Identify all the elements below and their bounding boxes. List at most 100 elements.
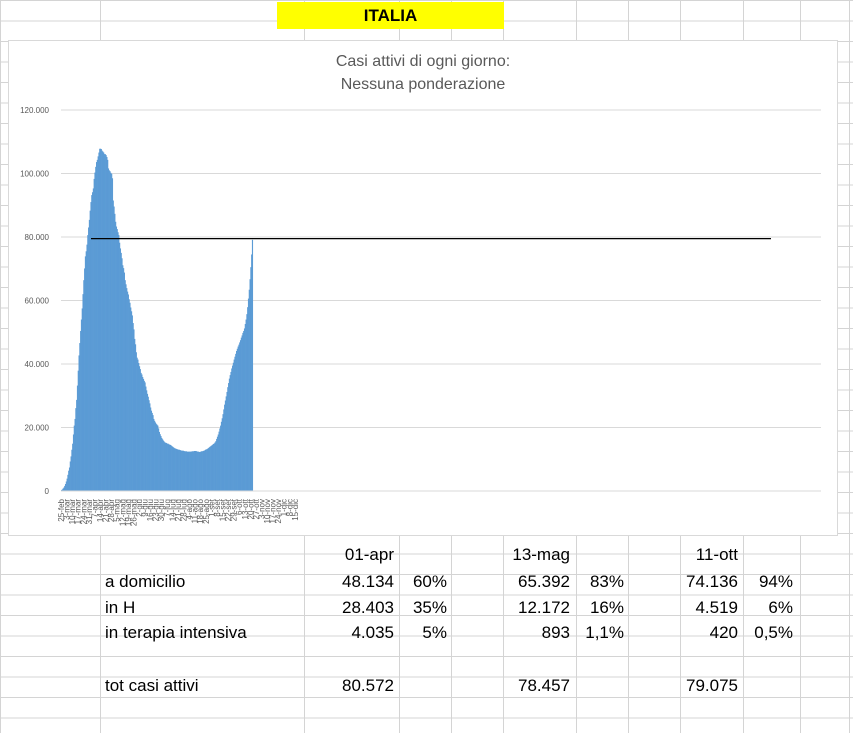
bar bbox=[148, 400, 150, 491]
bar bbox=[170, 445, 172, 491]
cell-percent[interactable]: 16% bbox=[589, 598, 624, 617]
bar bbox=[191, 451, 193, 491]
bar bbox=[80, 330, 82, 491]
bar bbox=[223, 409, 225, 491]
bar bbox=[205, 449, 207, 491]
row-label-total[interactable]: tot casi attivi bbox=[105, 676, 199, 695]
x-tick-label: 24-mar bbox=[79, 499, 88, 525]
bar bbox=[193, 451, 195, 491]
total-value[interactable]: 79.075 bbox=[686, 676, 738, 695]
bar bbox=[100, 149, 102, 491]
bar bbox=[90, 202, 92, 491]
x-tick-label: 10-nov bbox=[263, 499, 272, 523]
x-tick-label: 10-mar bbox=[68, 499, 77, 525]
bar bbox=[247, 307, 249, 491]
bar bbox=[76, 385, 79, 491]
cell-value[interactable]: 65.392 bbox=[518, 572, 570, 591]
bar bbox=[165, 442, 167, 491]
bar bbox=[183, 450, 185, 491]
bar bbox=[117, 232, 119, 492]
bar bbox=[149, 403, 151, 491]
bar bbox=[251, 254, 253, 491]
total-value[interactable]: 78.457 bbox=[518, 676, 570, 695]
cell-value[interactable]: 28.403 bbox=[342, 598, 394, 617]
cell-percent[interactable]: 6% bbox=[768, 598, 793, 617]
x-tick-label: 7-lug bbox=[163, 499, 172, 517]
bar bbox=[210, 445, 212, 491]
x-tick-label: 12-mag bbox=[118, 499, 127, 526]
bar bbox=[227, 387, 229, 491]
bar bbox=[115, 221, 117, 491]
bar bbox=[212, 444, 214, 491]
row-label-domicilio[interactable]: a domicilio bbox=[105, 572, 186, 591]
col-date-1[interactable]: 01-apr bbox=[344, 545, 394, 564]
x-tick-label: 29-set bbox=[230, 498, 239, 521]
bar bbox=[103, 152, 105, 492]
bar bbox=[243, 328, 246, 491]
bar bbox=[154, 422, 157, 491]
cell-percent[interactable]: 1,1% bbox=[585, 623, 624, 642]
cell-percent[interactable]: 60% bbox=[412, 572, 447, 591]
cell-value[interactable]: 4.519 bbox=[695, 598, 738, 617]
bar bbox=[127, 294, 129, 491]
bar bbox=[124, 280, 126, 491]
chart-area[interactable]: Casi attivi di ogni giorno: Nessuna pond… bbox=[8, 40, 838, 536]
bar bbox=[230, 371, 232, 491]
bar bbox=[68, 467, 71, 491]
cell-value[interactable]: 74.136 bbox=[686, 572, 738, 591]
col-date-3[interactable]: 11-ott bbox=[695, 545, 738, 564]
bar bbox=[152, 415, 154, 491]
cell-percent[interactable]: 35% bbox=[412, 598, 447, 617]
cell-value[interactable]: 48.134 bbox=[342, 572, 394, 591]
bar bbox=[219, 428, 221, 491]
bar bbox=[157, 425, 159, 491]
bar bbox=[229, 375, 231, 491]
bar bbox=[190, 451, 192, 491]
bar bbox=[158, 428, 160, 491]
bar bbox=[238, 344, 240, 491]
bar bbox=[213, 443, 215, 491]
bar bbox=[99, 148, 101, 492]
bar bbox=[245, 319, 247, 491]
bar bbox=[138, 363, 140, 491]
bar bbox=[220, 425, 222, 491]
x-tick-label: 21-apr bbox=[102, 499, 111, 522]
cell-percent[interactable]: 94% bbox=[758, 572, 793, 591]
bar bbox=[130, 307, 132, 491]
bar bbox=[87, 235, 89, 491]
cell-value[interactable]: 420 bbox=[709, 623, 738, 642]
cell-value[interactable]: 4.035 bbox=[351, 623, 394, 642]
sheet-title[interactable]: ITALIA bbox=[277, 2, 504, 29]
bar bbox=[119, 248, 122, 491]
cell-value[interactable]: 893 bbox=[541, 623, 570, 642]
x-tick-label: 2-giu bbox=[135, 499, 144, 517]
cell-percent[interactable]: 83% bbox=[589, 572, 624, 591]
row-label-in-h[interactable]: in H bbox=[105, 598, 136, 617]
bar bbox=[150, 410, 153, 491]
total-value[interactable]: 80.572 bbox=[342, 676, 394, 695]
bar bbox=[92, 188, 94, 492]
x-tick-label: 23-giu bbox=[152, 499, 161, 521]
row-label-terapia[interactable]: in terapia intensiva bbox=[105, 623, 247, 642]
cell-value[interactable]: 12.172 bbox=[518, 598, 570, 617]
bar bbox=[114, 213, 116, 491]
x-tick-label: 3-mar bbox=[63, 499, 72, 520]
bar bbox=[128, 299, 130, 491]
cell-percent[interactable]: 0,5% bbox=[754, 623, 793, 642]
bar bbox=[109, 171, 111, 491]
bar bbox=[169, 444, 172, 491]
bar bbox=[243, 330, 245, 491]
bar bbox=[120, 252, 122, 491]
cell-percent[interactable]: 5% bbox=[422, 623, 447, 642]
bar bbox=[164, 442, 166, 491]
bar bbox=[250, 267, 252, 491]
bar bbox=[224, 400, 227, 491]
col-date-2[interactable]: 13-mag bbox=[512, 545, 570, 564]
bar bbox=[232, 362, 234, 491]
x-tick-label: 15-dic bbox=[291, 499, 300, 521]
bar bbox=[215, 441, 217, 491]
bar bbox=[166, 443, 168, 491]
bar bbox=[166, 443, 168, 491]
bar bbox=[208, 447, 211, 491]
bar bbox=[85, 251, 87, 491]
